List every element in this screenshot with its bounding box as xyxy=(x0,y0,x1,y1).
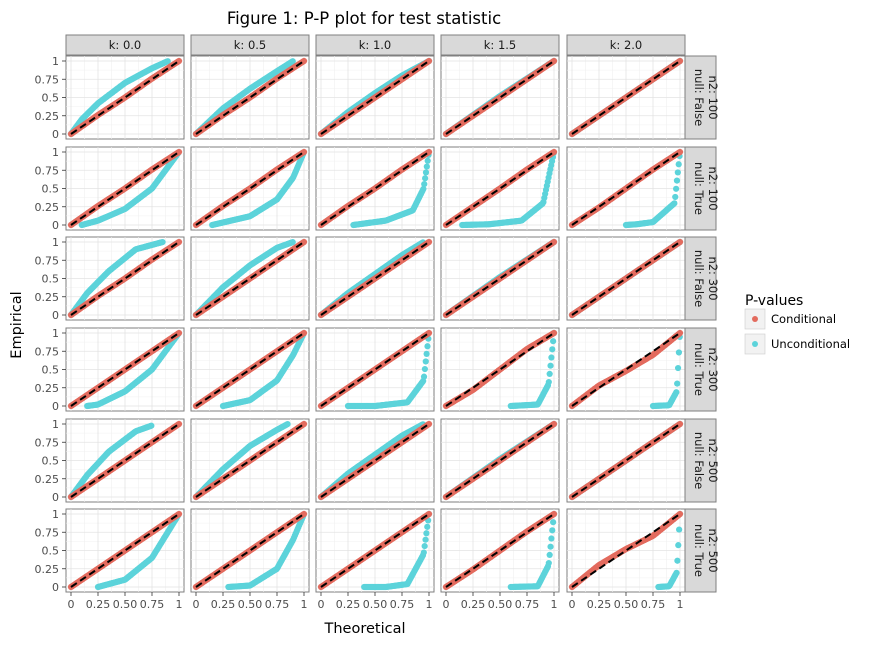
unconditional-point xyxy=(673,389,680,396)
facet-panel-r1-c3 xyxy=(440,146,560,231)
unconditional-point xyxy=(549,346,556,353)
unconditional-point xyxy=(423,163,430,170)
conditional-point xyxy=(300,57,308,65)
facet-panel-r1-c1 xyxy=(190,146,310,231)
unconditional-point xyxy=(421,181,428,188)
unconditional-point xyxy=(673,185,680,192)
unconditional-point xyxy=(550,338,557,345)
unconditional-point xyxy=(420,373,428,380)
unconditional-point xyxy=(674,169,681,176)
facet-panel-r2-c0 xyxy=(65,236,185,321)
facet-panel-r0-c2 xyxy=(315,55,435,140)
facet-panel-r3-c2 xyxy=(315,327,435,412)
facet-panel-r2-c1 xyxy=(190,236,310,321)
conditional-point xyxy=(425,57,433,65)
unconditional-point xyxy=(424,157,431,164)
conditional-point xyxy=(550,57,558,65)
unconditional-point xyxy=(289,58,296,65)
unconditional-point xyxy=(675,349,683,356)
conditional-point xyxy=(175,57,183,65)
unconditional-point xyxy=(421,365,428,373)
unconditional-point xyxy=(422,175,429,182)
unconditional-point xyxy=(675,161,682,168)
facet-panel-r0-c0 xyxy=(65,55,185,140)
unconditional-point xyxy=(672,193,679,201)
unconditional-point xyxy=(673,177,681,184)
facet-panel-r0-c3 xyxy=(440,55,560,140)
unconditional-point xyxy=(548,354,555,361)
unconditional-point xyxy=(674,380,681,387)
unconditional-point xyxy=(422,358,429,365)
facet-panel-r1-c0 xyxy=(65,146,185,231)
unconditional-point xyxy=(424,343,431,350)
facet-panel-r3-c0 xyxy=(65,327,185,412)
unconditional-point xyxy=(545,378,552,386)
unconditional-point xyxy=(423,350,430,357)
unconditional-point xyxy=(289,239,296,246)
facet-panel-r0-c4 xyxy=(566,55,686,140)
unconditional-point xyxy=(546,370,553,377)
facet-panel-r0-c1 xyxy=(190,55,310,140)
facet-panel-r1-c2 xyxy=(315,146,435,231)
facet-panel-r3-c4 xyxy=(566,327,686,412)
facet-panel-r2-c2 xyxy=(315,236,435,321)
facet-panel-r1-c4 xyxy=(566,146,686,231)
facet-panel-r2-c3 xyxy=(440,236,560,321)
unconditional-point xyxy=(674,364,682,372)
unconditional-point xyxy=(422,169,430,176)
unconditional-point xyxy=(164,58,171,65)
facet-panel-r3-c1 xyxy=(190,327,310,412)
facet-panel-r2-c4 xyxy=(566,236,686,321)
facet-panel-r3-c3 xyxy=(440,327,560,412)
chart-title: Figure 1: P-P plot for test statistic xyxy=(227,9,501,28)
facet-panels xyxy=(65,55,686,593)
unconditional-point xyxy=(547,362,554,369)
unconditional-point xyxy=(159,238,166,246)
unconditional-point xyxy=(671,200,678,207)
